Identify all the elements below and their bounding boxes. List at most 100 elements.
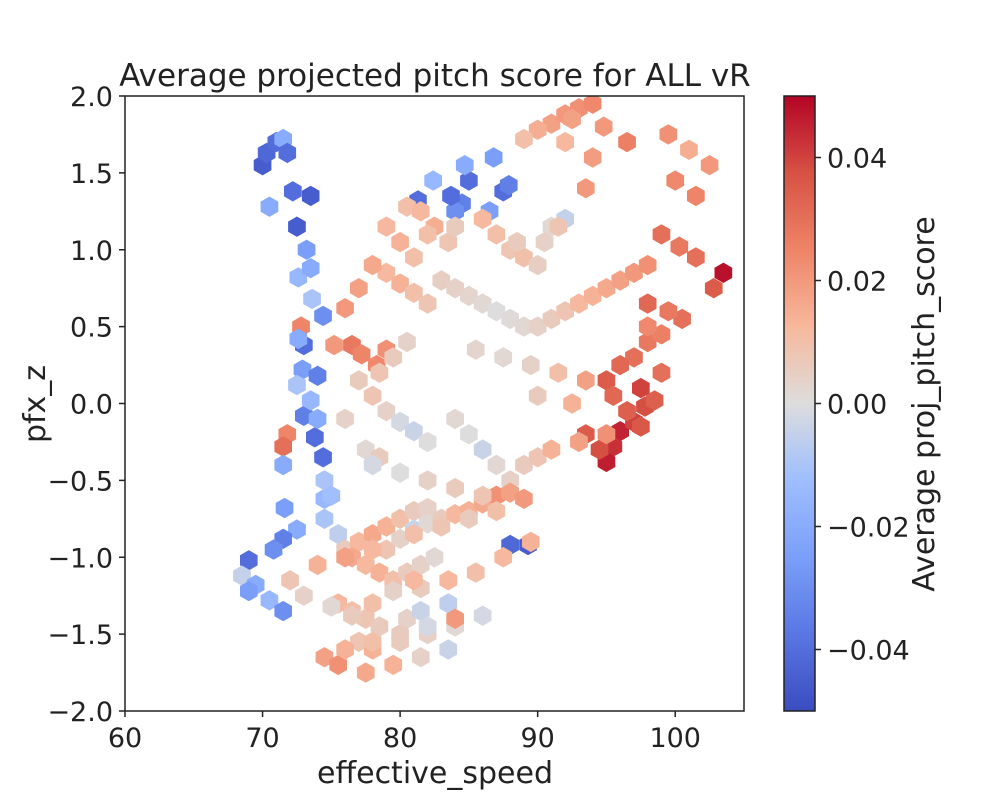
hexbin-cell: [700, 155, 719, 176]
hexbin-cell: [391, 462, 409, 483]
hexbin-cell: [556, 301, 574, 322]
hexbin-cell: [336, 298, 354, 319]
hexbin-cell: [501, 308, 519, 330]
hexbin-cell: [391, 411, 409, 433]
hexbin-cell: [659, 124, 678, 145]
hexbin-cell: [549, 216, 568, 237]
hexbin-cell: [274, 600, 292, 622]
hexbin-cell: [288, 374, 306, 396]
hexbin-cell: [597, 278, 616, 299]
hexbin-cell: [597, 370, 616, 391]
hexbin-cell: [352, 344, 371, 365]
hexbin-cell: [398, 608, 416, 629]
hexbin-cell: [473, 208, 492, 230]
hexbin-cell: [274, 436, 292, 457]
hexbin-cell: [439, 231, 458, 253]
hexbin-cell: [398, 331, 416, 353]
hexbin-cell: [535, 231, 554, 253]
y-tick-label: −1.0: [47, 543, 113, 574]
hexbin-cell: [405, 500, 423, 522]
hexbin-cell: [466, 562, 485, 583]
hexbin-cell: [384, 580, 403, 602]
hexbin-cell: [391, 231, 409, 253]
hexbin-cell: [432, 516, 451, 537]
hexbin-cell: [301, 390, 320, 411]
hexbin-cell: [611, 270, 629, 291]
hexbin-cell: [297, 239, 316, 260]
hexbin-cell: [638, 293, 657, 314]
hexbin-cell: [363, 254, 382, 276]
hexbin-cell: [638, 316, 657, 337]
hexbin-cell: [405, 570, 423, 591]
hexbin-cell: [293, 359, 312, 380]
colorbar-tick-label: 0.02: [827, 267, 887, 298]
hexbin-cells: [233, 96, 733, 683]
hexbin-cell: [306, 427, 324, 448]
hexbin-cell: [315, 647, 334, 668]
hexbin-cell: [687, 247, 705, 268]
hexbin-cell: [528, 316, 547, 337]
hexbin-cell: [487, 224, 506, 245]
hexbin-cell: [446, 278, 464, 299]
colorbar-tick-label: 0.00: [827, 390, 887, 421]
hexbin-cell: [563, 108, 581, 130]
hexbin-cell: [336, 547, 354, 568]
hexbin-cell: [487, 485, 506, 506]
hexbin-cell: [522, 531, 540, 553]
colorbar-tick-label: −0.02: [827, 513, 910, 544]
hexbin-cell: [583, 285, 602, 307]
hexbin-cell: [556, 131, 574, 153]
hexbin-cell: [356, 662, 375, 683]
hexbin-cell: [336, 408, 354, 430]
hexbin-cell: [343, 605, 361, 626]
hexbin-cell: [377, 539, 396, 560]
hexbin-cell: [563, 393, 581, 414]
hexbin-cell: [315, 508, 334, 529]
hexbin-cell: [363, 631, 382, 652]
hexbin-cell: [473, 605, 492, 626]
hexbin-cell: [363, 385, 382, 406]
y-tick-label: 2.0: [70, 82, 113, 113]
hexbin-cell: [439, 639, 458, 660]
hexbin-cell: [515, 454, 533, 476]
y-axis-ticks: −2.0 −1.5 −1.0 −0.5 0.0 0.5 1.0 1.5 2.0: [47, 82, 125, 728]
hexbin-cell: [466, 339, 485, 360]
hexbin-cell: [418, 470, 437, 491]
hexbin-cell: [487, 500, 506, 522]
hexbin-cell: [704, 278, 723, 299]
hexbin-cell: [442, 185, 460, 207]
hexbin-cell: [446, 201, 464, 222]
hexbin-cell: [604, 385, 623, 406]
hexbin-cell: [542, 439, 561, 460]
hexbin-cell: [240, 550, 258, 571]
hexbin-cell: [308, 554, 327, 576]
hexbin-cell: [528, 119, 547, 140]
hexbin-cell: [508, 231, 526, 253]
hexbin-cell: [645, 390, 664, 411]
hexbin-cell: [418, 293, 437, 314]
hexbin-cell: [618, 401, 636, 422]
hexbin-cell: [638, 331, 657, 353]
hexbin-cell: [418, 497, 437, 519]
hexbin-cell: [264, 539, 283, 560]
hexbin-cell: [494, 547, 513, 568]
hexbin-cell: [391, 528, 409, 549]
hexbin-cell: [424, 170, 442, 191]
hexbin-cell: [274, 454, 292, 476]
hexbin-cell: [473, 293, 492, 314]
hexbin-cell: [308, 365, 327, 386]
hexbin-cell: [329, 654, 347, 676]
hexbin-cell: [356, 554, 375, 576]
hexbin-cell: [363, 524, 382, 545]
hexbin-cell: [594, 116, 613, 137]
hexbin-cell: [281, 570, 299, 591]
hexbin-cell: [460, 170, 478, 191]
y-tick-label: 0.5: [70, 313, 113, 344]
hexbin-cell: [632, 377, 650, 399]
hexbin-cell: [284, 181, 302, 202]
hexbin-cell: [460, 508, 478, 529]
hexbin-cell: [439, 593, 458, 614]
hexbin-cell: [322, 485, 341, 506]
hexbin-cell: [484, 147, 503, 168]
hexbin-cell: [487, 301, 506, 322]
